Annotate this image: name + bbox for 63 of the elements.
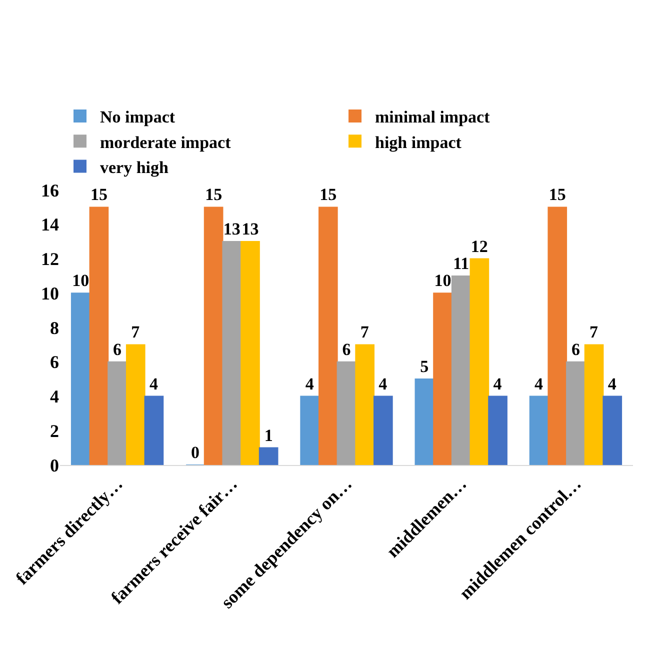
bar (144, 396, 164, 465)
legend-label: high impact (375, 132, 462, 152)
y-tick-label: 12 (41, 249, 59, 270)
data-label: 15 (90, 185, 108, 204)
y-tick-label: 14 (41, 214, 59, 235)
y-tick-label: 2 (50, 420, 59, 441)
data-label: 7 (131, 322, 140, 342)
bar (222, 241, 242, 465)
bar (126, 344, 146, 465)
bar (240, 241, 260, 465)
legend-label: No impact (100, 108, 176, 127)
bar (355, 344, 374, 465)
y-tick-label: 8 (50, 318, 59, 338)
data-label: 15 (205, 185, 222, 204)
data-label: 15 (548, 185, 566, 204)
bar (318, 206, 338, 465)
data-label: 4 (378, 374, 388, 394)
bar (584, 344, 604, 465)
data-label: 4 (608, 374, 617, 394)
data-label: 4 (149, 374, 158, 394)
bar (451, 275, 471, 465)
bar (414, 378, 434, 465)
data-label: 10 (72, 271, 90, 290)
y-tick-label: 6 (50, 352, 59, 372)
data-label: 0 (190, 443, 200, 462)
y-tick-label: 16 (41, 180, 59, 200)
bar (529, 396, 549, 465)
data-label: 13 (242, 220, 259, 239)
data-label: 11 (453, 254, 470, 273)
data-label: 7 (360, 322, 370, 342)
data-label: 4 (493, 374, 502, 394)
bar (470, 258, 490, 465)
bar (204, 206, 224, 465)
legend-label: very high (100, 158, 170, 177)
data-label: 6 (113, 340, 122, 359)
data-label: 12 (470, 236, 488, 256)
data-label: 4 (305, 374, 314, 394)
bar (488, 396, 508, 465)
y-tick-label: 0 (50, 455, 59, 476)
data-label: 6 (571, 340, 580, 359)
bar (70, 292, 90, 465)
bar (108, 361, 127, 465)
bar (548, 206, 568, 465)
data-label: 13 (223, 220, 240, 239)
legend-label: morderate impact (100, 132, 232, 152)
y-tick-label: 4 (50, 386, 59, 407)
bar (258, 447, 278, 465)
data-label: 6 (342, 340, 351, 359)
data-label: 4 (534, 374, 544, 394)
bar (374, 396, 393, 465)
bar (336, 361, 356, 465)
bar (89, 206, 109, 465)
data-label: 5 (420, 357, 429, 376)
data-label: 1 (264, 426, 273, 445)
bar (433, 292, 452, 465)
bar (300, 396, 320, 465)
data-label: 7 (590, 322, 599, 342)
bar (566, 361, 586, 465)
data-label: 10 (434, 271, 452, 290)
legend-label: minimal impact (375, 108, 490, 127)
bar (602, 396, 622, 465)
data-label: 15 (320, 185, 337, 204)
y-tick-label: 10 (41, 283, 59, 304)
